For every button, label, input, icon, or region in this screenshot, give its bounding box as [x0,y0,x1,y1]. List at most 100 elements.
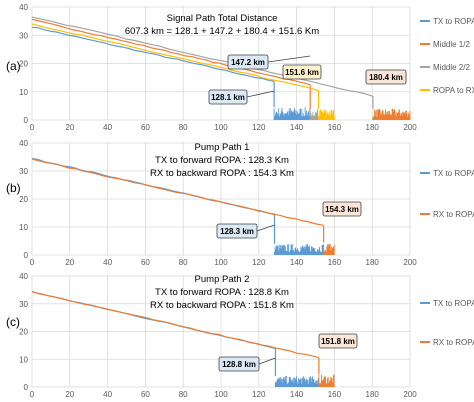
series-noise-2 [323,243,335,255]
series-line-2 [31,290,320,359]
y-tick-label: 20 [19,195,28,204]
x-tick-label: 200 [403,123,417,132]
y-tick-label: 20 [19,328,28,337]
callout-box [216,223,258,239]
series-noise-4 [318,109,335,120]
callout-pointer [258,357,276,365]
x-tick-label: 100 [214,390,228,399]
x-tick-label: 160 [328,123,342,132]
series-noise-2 [372,108,411,120]
y-tick-label: 40 [19,139,28,148]
series-noise-2 [318,374,335,387]
x-tick-label: 180 [366,390,380,399]
y-tick-label: 30 [19,300,28,309]
callout: 151.6 km [282,64,322,80]
x-tick-label: 80 [179,123,188,132]
x-tick-label: 160 [328,390,342,399]
x-tick-label: 0 [30,123,35,132]
callout: 128.1 km [208,89,275,105]
legend-entry: RX to ROPA [433,210,474,219]
x-tick-label: 80 [179,390,188,399]
y-tick-label: 0 [24,383,29,392]
y-tick-label: 0 [24,251,29,260]
callout-label: 128.8 km [222,360,256,369]
chart-subtitle-line: TX to forward ROPA : 128.8 Km [155,287,289,298]
callout-label: 128.3 km [220,227,254,236]
callout-box [282,64,322,80]
panel-label: (c) [6,315,20,329]
y-tick-label: 10 [19,223,28,232]
x-tick-label: 100 [214,123,228,132]
chart-panel-2: 0 10 20 30 40 0 20 40 60 80 100 120 140 160 180 200 (b) P… [6,139,474,267]
legend-entry: TX to ROPA [433,299,474,308]
x-tick-label: 40 [103,390,112,399]
chart-title: Pump Path 1 [195,142,250,153]
y-tick-label: 10 [19,355,28,364]
callout: 154.3 km [322,201,362,217]
callout-label: 151.6 km [285,68,319,77]
x-tick-label: 20 [65,390,74,399]
x-tick-label: 0 [30,258,35,267]
x-tick-label: 20 [65,258,74,267]
chart-title: Signal Path Total Distance [167,13,278,24]
callout-pointer [246,90,275,98]
callout-box [208,89,248,105]
callout-label: 128.1 km [211,93,245,102]
x-tick-label: 140 [290,390,304,399]
x-tick-label: 60 [141,258,150,267]
callout-box [227,54,269,70]
callout-label: 154.3 km [325,205,359,214]
y-tick-label: 30 [19,167,28,176]
callout: 147.2 km [227,54,311,70]
x-tick-label: 200 [403,390,417,399]
chart-title: Pump Path 2 [195,274,250,285]
series-line-3 [31,16,374,97]
x-tick-label: 200 [403,258,417,267]
y-tick-label: 10 [19,88,28,97]
chart-panel-3: 0 10 20 30 40 0 20 40 60 80 100 120 140 160 180 200 (c) P… [6,272,474,399]
chart-panel-1: 0 10 20 30 40 0 20 40 60 80 100 120 140 160 180 200 (a) S… [6,3,474,132]
callout-label: 147.2 km [231,58,265,67]
x-tick-label: 180 [366,123,380,132]
series-line-4 [31,23,319,92]
panel-label: (a) [6,59,21,73]
y-tick-label: 40 [19,3,28,12]
callout: 151.8 km [318,333,358,349]
x-tick-label: 160 [328,258,342,267]
callout-box [318,333,358,349]
series-line-1 [31,26,275,82]
chart-subtitle-line: TX to forward ROPA : 128.3 Km [155,155,289,166]
x-tick-label: 120 [252,258,266,267]
series-noise-1 [274,244,324,255]
callout: 180.4 km [365,69,407,85]
legend-entry: Middle 1/2 [433,40,470,49]
legend-entry: ROPA to RX [433,86,474,95]
x-tick-label: 60 [141,123,150,132]
callout: 128.8 km [218,356,276,372]
series-noise-1 [273,107,311,120]
legend-entry: TX to ROPA [433,169,474,178]
y-tick-label: 40 [19,272,28,281]
series-noise-3 [309,108,319,120]
callout: 128.3 km [216,223,275,239]
series-line-2 [31,158,324,226]
chart-subtitle-line: 607.3 km = 128.1 + 147.2 + 180.4 + 151.6… [125,26,319,37]
panel-label: (b) [6,181,21,195]
x-tick-label: 40 [103,123,112,132]
x-tick-label: 100 [214,258,228,267]
y-tick-label: 30 [19,31,28,40]
x-tick-label: 140 [290,123,304,132]
legend-entry: Middle 2/2 [433,63,470,72]
callout-label: 180.4 km [369,73,403,82]
chart-subtitle-line: RX to backward ROPA : 154.3 Km [150,168,294,179]
series-noise-1 [274,375,319,387]
y-tick-label: 0 [24,116,29,125]
series-line-2 [31,18,311,86]
callout-box [218,356,260,372]
callout-pointer [256,224,275,232]
x-tick-label: 0 [30,390,35,399]
x-tick-label: 140 [290,258,304,267]
x-tick-label: 120 [252,123,266,132]
x-tick-label: 20 [65,123,74,132]
callout-pointer [267,55,311,63]
